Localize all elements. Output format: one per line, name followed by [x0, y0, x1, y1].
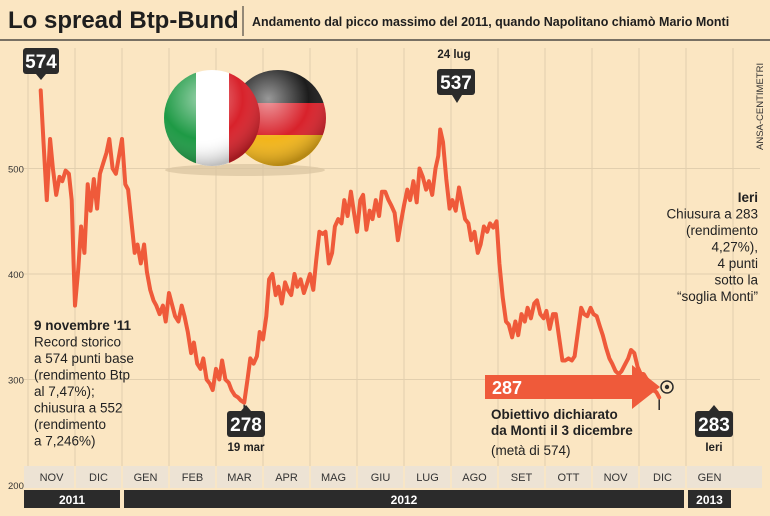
month-label: GEN	[134, 472, 158, 484]
month-label: LUG	[416, 472, 439, 484]
month-label: GIU	[371, 472, 391, 484]
march-callout-pointer	[241, 405, 251, 411]
july-callout-value: 537	[440, 73, 472, 94]
year-label: 2013	[696, 493, 723, 507]
month-band	[24, 466, 762, 488]
march-date-label: 19 mar	[227, 442, 265, 454]
month-label: GEN	[698, 472, 722, 484]
target-arrow-shape	[485, 365, 660, 409]
march-callout: 278	[227, 405, 265, 437]
year-band	[24, 490, 120, 508]
march-callout-value: 278	[230, 415, 262, 436]
july-callout-pointer	[452, 95, 462, 103]
march-callout-box	[227, 411, 265, 437]
nov9-annotation-line: (rendimento	[34, 417, 106, 432]
july-callout-box	[437, 69, 475, 95]
ieri-annotation-line: 4 punti	[717, 256, 758, 271]
last-callout-value: 283	[698, 415, 730, 436]
last-date-label: Ieri	[705, 442, 722, 454]
credit-label: ANSA-CENTIMETRI	[755, 63, 766, 150]
month-label: APR	[275, 472, 298, 484]
y-tick-label: 200	[8, 481, 24, 492]
series-line	[38, 88, 662, 405]
grid-layer: 300 400 500 200	[8, 48, 760, 492]
peak-callout: 574	[23, 48, 59, 80]
y-tick-label: 400	[8, 270, 24, 281]
nov9-annotation-line: (rendimento Btp	[34, 368, 130, 383]
y-tick-label: 300	[8, 376, 24, 387]
month-label: NOV	[604, 472, 629, 484]
ieri-annotation-line: “soglia Monti”	[677, 289, 758, 304]
nov9-annotation-line: a 7,246%)	[34, 434, 96, 449]
ieri-annotation-line: sotto la	[714, 273, 758, 288]
july-date-label: 24 lug	[437, 49, 470, 61]
year-band	[688, 490, 731, 508]
last-callout: 283	[695, 405, 733, 437]
ieri-annotation-line: 4,27%),	[711, 240, 758, 255]
target-value: 287	[492, 378, 522, 398]
italy-gloss	[164, 70, 260, 166]
last-callout-pointer	[709, 405, 719, 411]
chart-title: Lo spread Btp-Bund	[8, 7, 239, 34]
nov9-annotation-line: a 574 punti base	[34, 351, 134, 366]
ieri-annotation-heading: Ieri	[738, 190, 758, 205]
target-annotation-line: da Monti il 3 dicembre	[491, 423, 633, 438]
peak-callout-pointer	[36, 74, 46, 80]
callout-layer: 574 24 lug 537 278 19 mar 283 Ieri 287	[23, 48, 733, 454]
flag-shadow	[165, 164, 325, 176]
peak-callout-value: 574	[25, 52, 57, 73]
chart-subtitle: Andamento dal picco massimo del 2011, qu…	[252, 15, 729, 29]
year-band	[124, 490, 684, 508]
nov9-annotation-line: chiusura a 552	[34, 401, 123, 416]
july-callout: 537	[437, 69, 475, 103]
month-label: OTT	[558, 472, 580, 484]
month-label: NOV	[40, 472, 65, 484]
nov9-annotation-heading: 9 novembre '11	[34, 318, 132, 333]
target-arrow: 287	[485, 365, 674, 409]
month-label: MAG	[321, 472, 346, 484]
year-label: 2011	[59, 493, 85, 507]
target-marker-dot	[664, 384, 670, 390]
ieri-annotation-line: (rendimento	[686, 223, 758, 238]
germany-gloss	[230, 70, 326, 166]
target-annotation-line: Obiettivo dichiarato	[491, 407, 618, 422]
year-label: 2012	[391, 493, 418, 507]
y-tick-label: 500	[8, 165, 24, 176]
line-layer	[38, 88, 662, 405]
ieri-annotation-line: Chiusura a 283	[666, 207, 758, 222]
month-label: AGO	[462, 472, 487, 484]
peak-callout-box	[23, 48, 59, 74]
month-label: DIC	[89, 472, 108, 484]
last-callout-box	[695, 411, 733, 437]
month-label: DIC	[653, 472, 672, 484]
ieri-annotation: Ieri Chiusura a 283(rendimento 4,27%),4 pu…	[666, 190, 758, 304]
target-annotation-note: (metà di 574)	[491, 443, 571, 458]
flags	[164, 70, 326, 176]
header-band	[0, 0, 770, 36]
nov9-annotation-line: Record storico	[34, 335, 121, 350]
nov9-annotation-line: al 7,47%);	[34, 384, 95, 399]
month-label: SET	[511, 472, 533, 484]
axis-layer: NOV DIC GEN FEB MAR APR MAG GIU LUG AGO SET OTT NOV D…	[24, 466, 762, 508]
month-label: MAR	[227, 472, 252, 484]
month-label: FEB	[182, 472, 203, 484]
flag-italy	[164, 70, 260, 166]
